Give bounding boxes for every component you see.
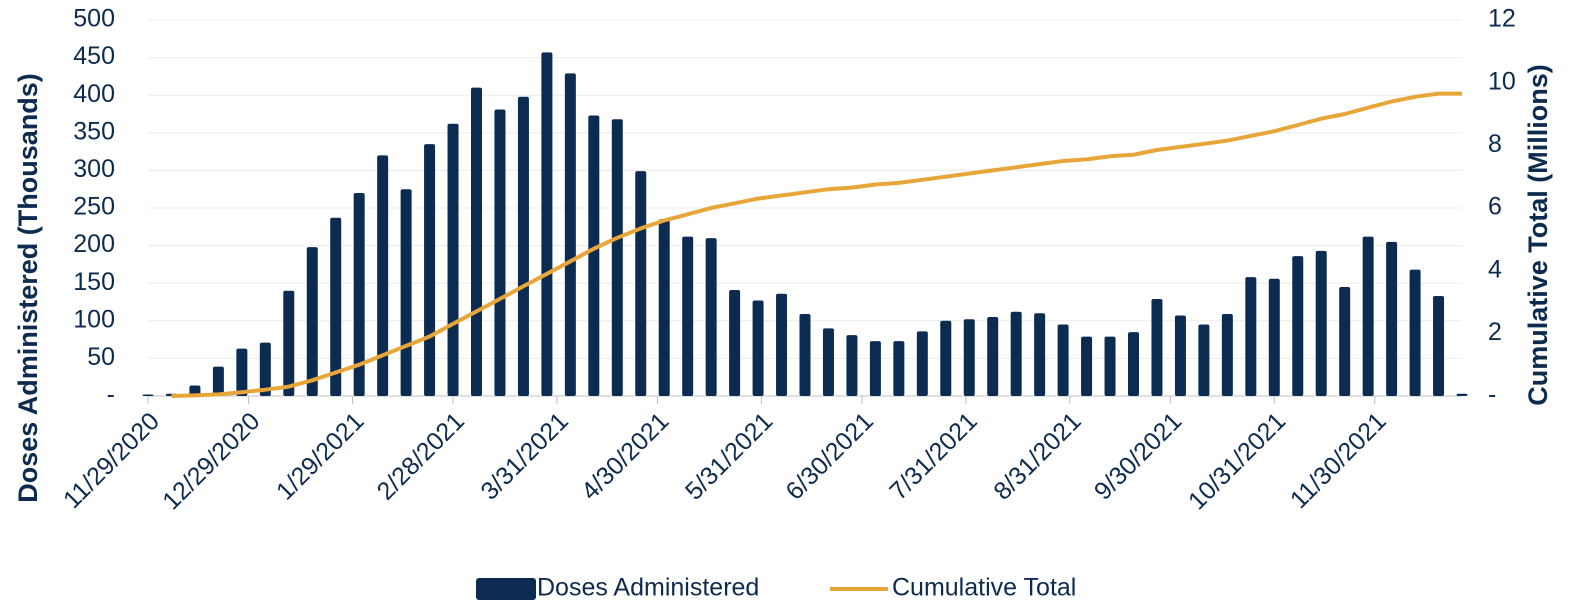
bar (1268, 278, 1280, 396)
bar (330, 217, 342, 396)
bar (494, 109, 506, 396)
bar (424, 144, 436, 396)
y2-tick-label: - (1488, 381, 1496, 409)
bar (1315, 250, 1327, 396)
bar (822, 328, 834, 396)
x-tick-label: 8/31/2021 (988, 407, 1086, 505)
legend-label: Doses Administered (537, 574, 759, 602)
bar (893, 341, 905, 396)
bar (1174, 315, 1186, 396)
y-tick-label: 100 (73, 305, 115, 333)
bar (940, 320, 952, 396)
bar (635, 171, 647, 396)
bar (1128, 332, 1139, 396)
bar (916, 331, 928, 396)
y-tick-label: 500 (73, 5, 115, 33)
bar (1010, 311, 1022, 396)
x-tick-label: 1/29/2021 (271, 407, 369, 505)
bar (306, 247, 318, 396)
bar (799, 314, 811, 396)
bar (1292, 256, 1304, 396)
bar (212, 366, 224, 396)
x-tick-label: 7/31/2021 (884, 407, 982, 505)
cumulative-line (171, 91, 1462, 398)
bar (963, 319, 975, 396)
y-tick-label: - (107, 381, 115, 409)
bar (1151, 298, 1163, 396)
bar (987, 317, 999, 396)
y-tick-label: 150 (73, 268, 115, 296)
bar (1057, 324, 1069, 396)
x-tick-label: 4/30/2021 (576, 407, 674, 505)
x-tick-label: 3/31/2021 (475, 407, 573, 505)
y2-tick-label: 6 (1488, 193, 1502, 221)
y-tick-label: 250 (73, 193, 115, 221)
bar (1409, 269, 1421, 396)
bar (1034, 313, 1046, 396)
y-tick-label: 400 (73, 80, 115, 108)
y-tick-label: 350 (73, 117, 115, 145)
bar (588, 115, 600, 396)
bar (658, 219, 670, 396)
x-tick-label: 6/30/2021 (780, 407, 878, 505)
bar (447, 123, 459, 396)
y2-tick-label: 2 (1488, 318, 1502, 346)
bar (1104, 336, 1116, 396)
x-tick-label: 2/28/2021 (372, 407, 470, 505)
bar (541, 52, 553, 396)
bar (1339, 286, 1351, 396)
bar (1362, 236, 1374, 396)
x-tick-label: 9/30/2021 (1089, 407, 1187, 505)
bar (377, 155, 389, 396)
bar (517, 96, 529, 396)
bar (1433, 295, 1445, 396)
bar (142, 394, 154, 396)
x-tick-label: 12/29/2020 (157, 407, 265, 515)
bar (236, 348, 248, 396)
bar (1081, 336, 1093, 396)
y2-tick-label: 4 (1488, 255, 1502, 283)
bar (400, 189, 412, 396)
bar (353, 192, 365, 396)
y2-tick-label: 8 (1488, 130, 1502, 158)
bar (471, 87, 482, 397)
bar (869, 341, 881, 396)
legend-swatch (476, 578, 536, 600)
y-tick-label: 300 (73, 155, 115, 183)
bar (283, 290, 295, 396)
bar (776, 293, 788, 396)
y2-tick-label: 12 (1488, 5, 1516, 33)
bar (729, 289, 741, 396)
bar (682, 236, 694, 396)
bar (1198, 324, 1210, 396)
y2-tick-label: 10 (1488, 67, 1516, 95)
bar (611, 119, 623, 396)
y-tick-label: 50 (87, 343, 115, 371)
legend-label: Cumulative Total (892, 574, 1076, 602)
x-tick-label: 5/31/2021 (680, 407, 778, 505)
bar (1456, 393, 1468, 396)
x-tick-label: 10/31/2021 (1183, 407, 1291, 515)
bar (752, 300, 764, 396)
y-tick-label: 200 (73, 230, 115, 258)
bar (564, 73, 576, 396)
y2-axis-title: Cumulative Total (Millions) (1523, 64, 1553, 406)
bar (1245, 277, 1257, 396)
bar (846, 335, 858, 396)
x-tick-label: 11/30/2021 (1285, 407, 1392, 514)
y-tick-label: 450 (73, 42, 115, 70)
bar (705, 238, 717, 396)
bar (259, 342, 271, 396)
y-axis-title: Doses Administered (Thousands) (13, 73, 43, 503)
bar (1221, 314, 1233, 396)
bar (1386, 241, 1398, 396)
x-tick-label: 11/29/2020 (58, 407, 165, 514)
